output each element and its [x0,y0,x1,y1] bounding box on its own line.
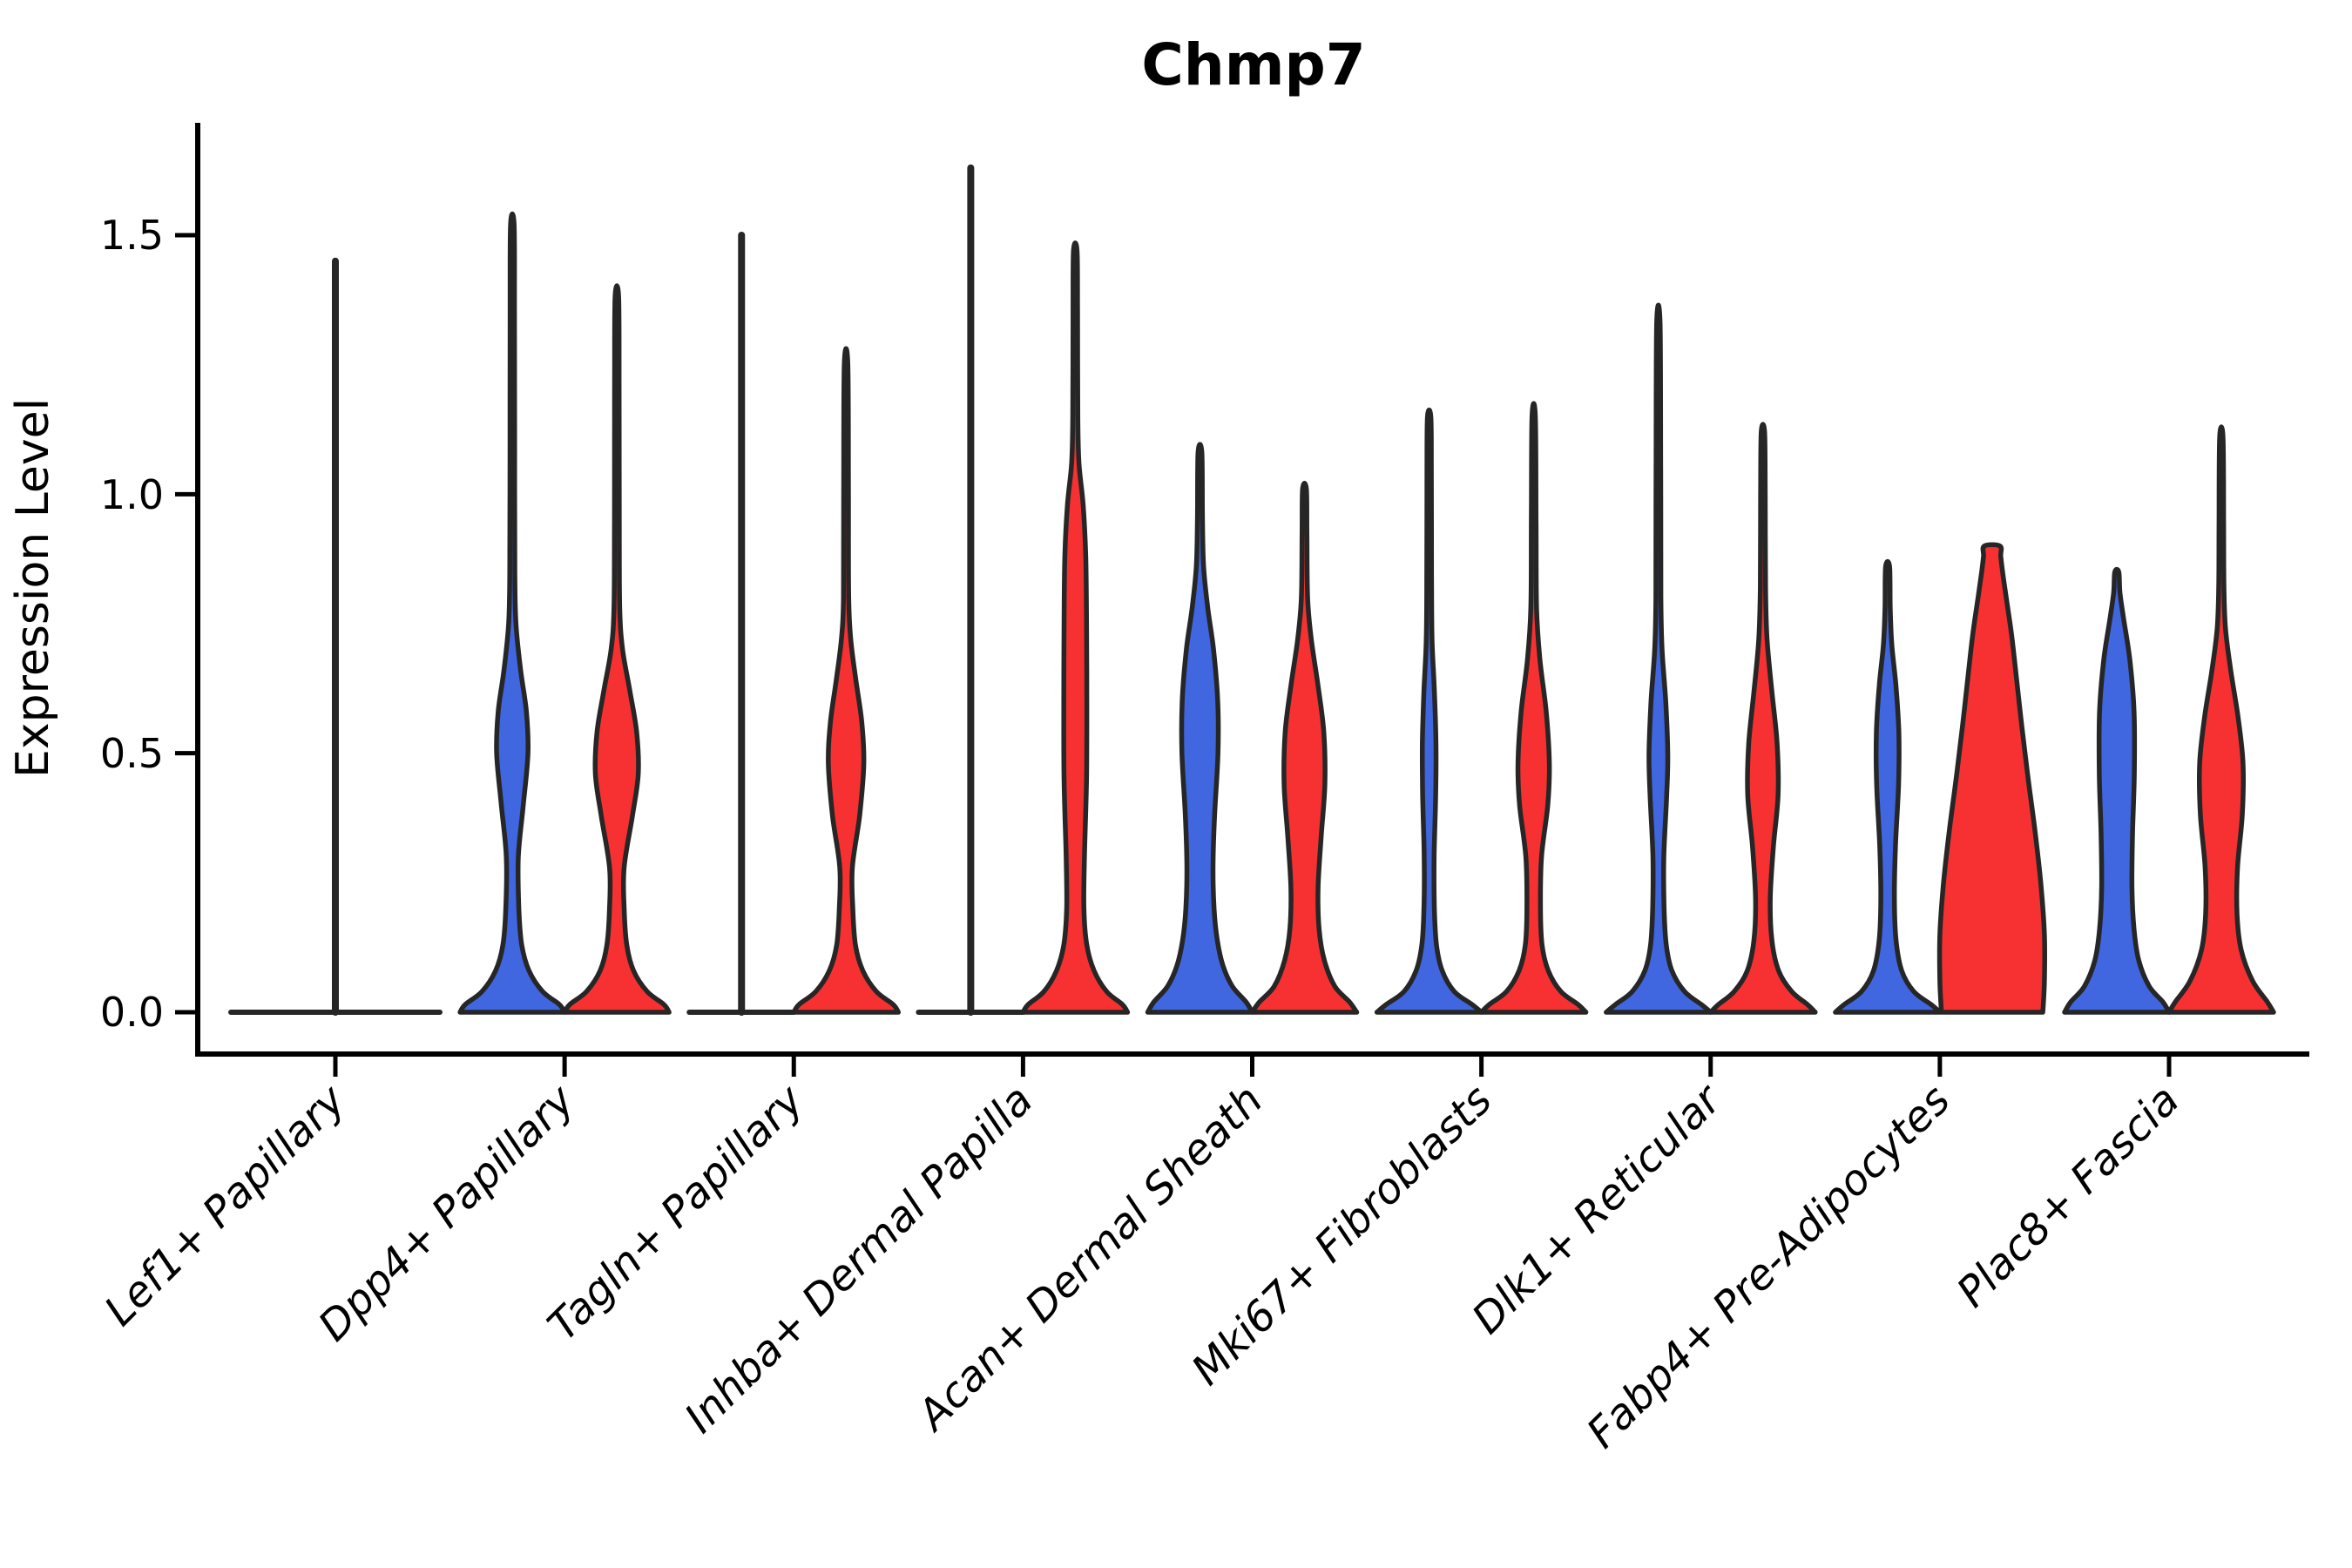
violin-6-red [1708,422,1818,1015]
y-tick-label-0: 0.0 [100,989,164,1036]
violin-8-blue [2062,566,2172,1015]
violin-5-blue [1374,407,1484,1015]
violin-6-blue [1604,302,1713,1015]
violin-2-red [791,346,902,1015]
y-axis-label: Expression Level [7,398,59,778]
violin-5-red [1478,401,1589,1015]
violin-3-red [1020,240,1131,1015]
x-tick-label-lef1: Lef1+ Papillary [95,1075,355,1335]
violin-7-red [1936,542,2048,1015]
violin-4-blue [1145,442,1255,1015]
chart-title: Chmp7 [1141,31,1365,98]
y-tick-label-3: 1.5 [100,212,164,259]
violin-1-red [562,283,672,1015]
violin-7-blue [1833,558,1943,1015]
violin-1-blue [457,211,567,1015]
x-tick-label-dlk1: Dlk1+ Reticular [1463,1074,1733,1344]
x-tick-label-dpp4: Dpp4+ Papillary [309,1075,585,1350]
x-tick-label-plac8: Plac8+ Fascia [1948,1076,2189,1317]
violin-4-red [1249,480,1360,1015]
x-tick-label-fabp4: Fabp4+ Pre-Adipocytes [1578,1076,1960,1458]
axes [175,123,2309,1077]
y-tick-label-1: 0.5 [100,730,164,777]
y-tick-label-2: 1.0 [100,471,164,518]
violin-8-red [2166,424,2276,1015]
violin-shapes [228,164,2276,1016]
x-tick-label-tagln: Tagln+ Papillary [538,1075,814,1350]
